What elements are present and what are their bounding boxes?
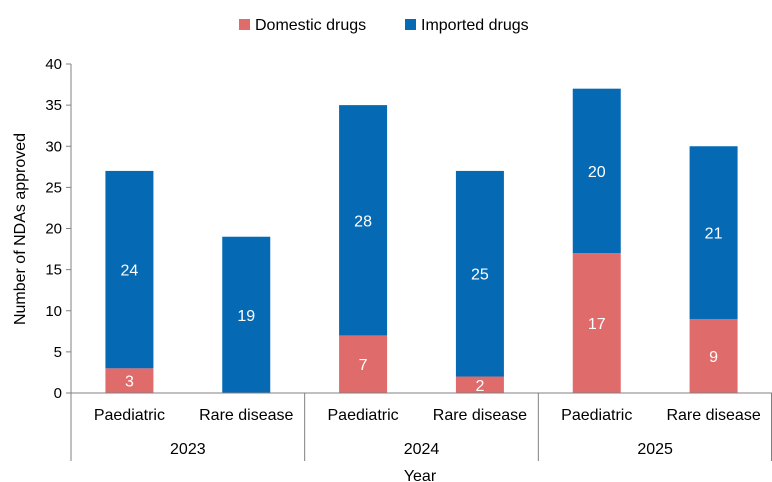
y-tick-label: 35 (45, 97, 62, 114)
x-axis: Paediatric Rare disease Paediatric Rare dis… (70, 392, 772, 461)
x-category-label: Paediatric (328, 407, 399, 424)
bar-imported-drugs (455, 170, 504, 377)
bar-domestic-drugs (455, 376, 504, 393)
bar-imported-drugs (222, 236, 271, 393)
x-group-label: 2025 (637, 441, 673, 458)
data-label: 7 (359, 357, 368, 374)
data-label: 17 (588, 316, 606, 333)
bar-domestic-drugs (572, 253, 621, 393)
x-group-label: 2024 (404, 441, 440, 458)
bar-domestic-drugs (339, 335, 388, 393)
data-label: 28 (354, 213, 372, 230)
y-tick-label: 15 (45, 262, 62, 279)
bar-imported-drugs (689, 146, 738, 319)
y-tick-label: 25 (45, 179, 62, 196)
bar-imported-drugs (105, 170, 154, 369)
data-label: 24 (121, 263, 139, 280)
legend-label: Domestic drugs (255, 17, 366, 34)
bar-domestic-drugs (105, 368, 154, 393)
data-label: 25 (471, 267, 489, 284)
x-category-label: Paediatric (561, 407, 632, 424)
bars (105, 88, 738, 393)
legend-label: Imported drugs (421, 17, 529, 34)
data-label: 19 (237, 308, 255, 325)
legend-swatch (239, 19, 250, 30)
data-label: 2 (475, 378, 484, 395)
x-category-label: Rare disease (199, 407, 293, 424)
data-labels: 3 24 19 7 28 2 25 17 20 9 21 (121, 164, 723, 395)
data-label: 9 (709, 349, 718, 366)
y-tick-label: 10 (45, 303, 62, 320)
y-tick-label: 40 (45, 56, 62, 73)
x-group-label: 2023 (170, 441, 206, 458)
data-label: 3 (125, 374, 134, 391)
y-axis-title: Number of NDAs approved (12, 133, 29, 325)
x-category-label: Rare disease (666, 407, 760, 424)
data-label: 21 (705, 226, 723, 243)
x-axis-title: Year (404, 468, 437, 482)
x-category-label: Rare disease (433, 407, 527, 424)
y-tick-label: 20 (45, 221, 62, 238)
y-tick-label: 0 (54, 385, 62, 402)
y-tick-label: 30 (45, 138, 62, 155)
x-category-label: Paediatric (94, 407, 165, 424)
bar-domestic-drugs (689, 318, 738, 393)
legend: Domestic drugs Imported drugs (239, 17, 529, 34)
legend-swatch (405, 19, 416, 30)
y-axis: 0 5 10 15 20 25 30 35 40 (45, 56, 72, 402)
y-tick-label: 5 (54, 344, 62, 361)
bar-imported-drugs (572, 88, 621, 254)
bar-imported-drugs (339, 105, 388, 336)
data-label: 20 (588, 164, 606, 181)
